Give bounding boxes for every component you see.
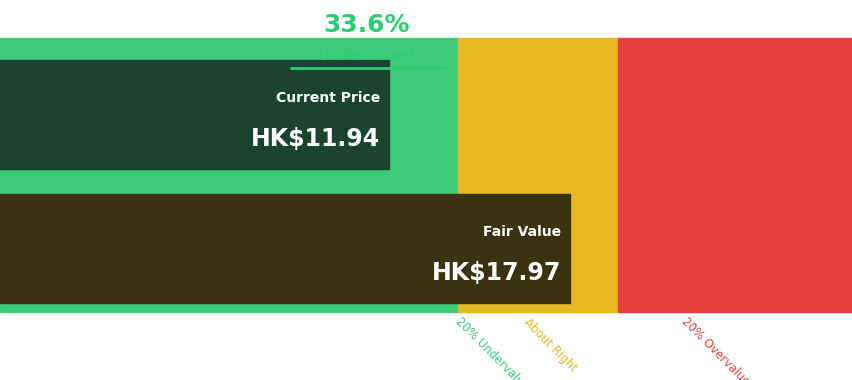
Bar bbox=[617, 38, 852, 312]
Bar bbox=[0, 194, 569, 303]
Bar bbox=[0, 38, 458, 312]
Text: About Right: About Right bbox=[520, 315, 579, 374]
Bar bbox=[0, 60, 389, 169]
Text: Fair Value: Fair Value bbox=[482, 225, 561, 239]
Text: 20% Undervalued: 20% Undervalued bbox=[452, 315, 536, 380]
Text: Undervalued: Undervalued bbox=[318, 48, 415, 62]
Text: HK$17.97: HK$17.97 bbox=[431, 261, 561, 285]
Bar bbox=[458, 38, 617, 312]
Text: 20% Overvalued: 20% Overvalued bbox=[678, 315, 757, 380]
Text: HK$11.94: HK$11.94 bbox=[251, 127, 380, 151]
Text: 33.6%: 33.6% bbox=[323, 13, 410, 37]
Text: Current Price: Current Price bbox=[276, 91, 380, 105]
